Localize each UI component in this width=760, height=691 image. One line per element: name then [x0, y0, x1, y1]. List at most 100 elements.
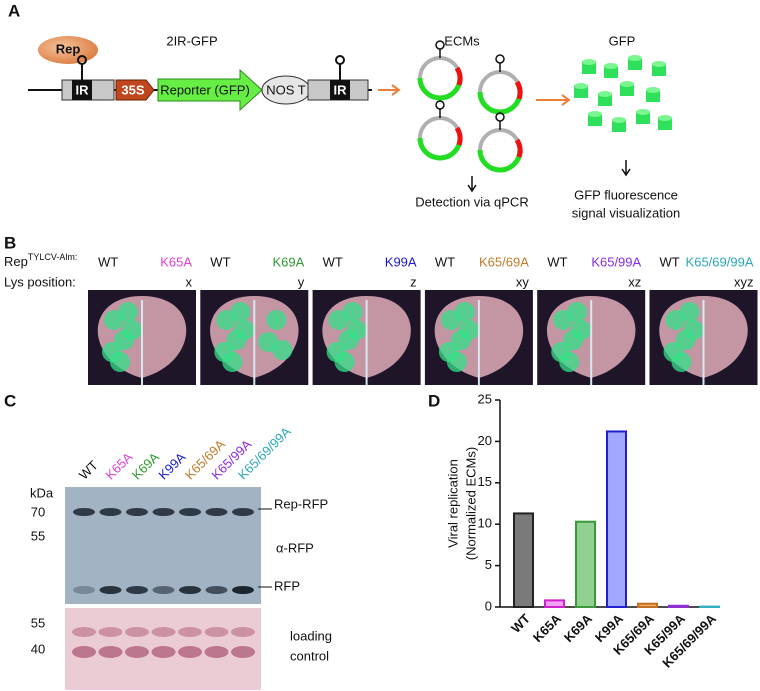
gfp-cylinder [574, 86, 588, 98]
bar [513, 512, 534, 608]
stain-band [204, 627, 229, 637]
y-tick-label: 25 [478, 391, 492, 406]
marker-label: 40 [31, 641, 45, 656]
stain-band [125, 627, 149, 637]
gfp-spot [234, 320, 255, 340]
lys-position: xyz [734, 274, 754, 289]
ecm-loop [495, 54, 505, 64]
gfp-cylinder-top [652, 61, 666, 67]
western-blot [65, 487, 261, 604]
gfp-spot [110, 352, 130, 372]
gfp-cylinder [658, 118, 672, 130]
band [205, 586, 228, 594]
gfp-spot [230, 302, 251, 322]
gfp-spot [266, 310, 287, 330]
arrow [536, 94, 571, 106]
y-axis-label: Viral replication [445, 459, 460, 548]
panel-letter: D [428, 391, 440, 410]
lane-label: K99A [155, 449, 188, 482]
lys-position: xz [628, 274, 641, 289]
band [73, 508, 95, 516]
mutant-label: K69A [272, 254, 304, 269]
mutant-label: K65/69A [479, 254, 529, 269]
gfp-cylinder [612, 120, 626, 132]
mutant-label: K99A [385, 254, 417, 269]
visualization-label: signal visualization [572, 205, 680, 220]
gfp-spot [118, 302, 138, 322]
kda-label: kDa [30, 485, 54, 500]
band [126, 508, 148, 516]
lane-label: K65A [102, 449, 135, 482]
gfp-spot [122, 320, 142, 340]
arrow [621, 160, 631, 177]
mutant-label: K65/69/99A [686, 254, 754, 269]
ecm-ir [514, 80, 523, 100]
ecm-group [417, 40, 523, 173]
wt-label: WT [547, 254, 567, 269]
visualization-label: GFP fluorescence [574, 187, 678, 202]
band [152, 586, 175, 594]
gfp-spot [222, 352, 243, 372]
terminator-label: NOS T [266, 82, 306, 97]
bar [606, 430, 627, 608]
band [99, 508, 122, 516]
loading-label: control [290, 648, 329, 663]
gfp-spot [567, 302, 588, 322]
ecms-title: ECMs [444, 33, 480, 48]
stain-band [178, 646, 202, 658]
ecm-loop [435, 100, 445, 110]
ecm-gfp [477, 149, 523, 173]
gfp-cylinder-top [604, 63, 618, 69]
stain-band [98, 627, 123, 637]
lys-position: xy [516, 274, 530, 289]
lys-position: z [410, 274, 417, 289]
gfp-cylinder [628, 58, 642, 70]
y-tick-label: 10 [478, 516, 492, 531]
loading-label: loading [290, 628, 332, 643]
ir-label: IR [76, 82, 90, 97]
reporter [157, 68, 263, 112]
gfp-spot [342, 302, 363, 322]
gfp-cylinder-top [636, 109, 650, 115]
panel-letter: A [8, 1, 20, 20]
construct-name: 2IR-GFP [166, 33, 217, 48]
band [152, 508, 175, 516]
wt-label: WT [660, 254, 680, 269]
gfp-cylinder [588, 114, 602, 126]
ecm-gfp [417, 77, 463, 101]
stain-band [231, 627, 255, 637]
gfp-spot [334, 352, 355, 372]
band [99, 586, 122, 594]
gfp-cylinder-top [588, 111, 602, 117]
marker-label: 55 [31, 528, 45, 543]
bar [637, 602, 658, 608]
gfp-cylinder [604, 66, 618, 78]
band-label: Rep-RFP [274, 496, 328, 511]
wt-label: WT [210, 254, 230, 269]
gfp-cylinder [646, 90, 660, 102]
marker-label: 70 [31, 504, 45, 519]
antibody-label: α-RFP [276, 540, 314, 555]
stain-band [204, 646, 229, 658]
panel-letter: B [4, 233, 16, 252]
gfp-cylinder-top [582, 59, 596, 65]
arrow [467, 176, 477, 193]
rep-label: Rep [56, 41, 81, 56]
lane-label: K69A [129, 449, 162, 482]
ecm-ir [514, 138, 523, 158]
y-axis-label: (Normalized ECMs) [463, 447, 478, 560]
rep-label: RepTYLCV-Alm: [4, 252, 77, 269]
gfp-spot [671, 352, 692, 372]
gfp-cylinder-top [612, 117, 626, 123]
gfp-cylinder-top [646, 87, 660, 93]
band-label: RFP [274, 578, 300, 593]
ecm-ir [454, 126, 463, 146]
gfp-spot [446, 352, 467, 372]
gfp-spot [679, 302, 700, 322]
promoter-label: 35S [121, 82, 144, 97]
gfp-cylinder [652, 64, 666, 76]
wt-label: WT [323, 254, 343, 269]
gfp-cylinder-top [598, 91, 612, 97]
stain-band [151, 627, 176, 637]
ecm-loop [495, 112, 505, 122]
